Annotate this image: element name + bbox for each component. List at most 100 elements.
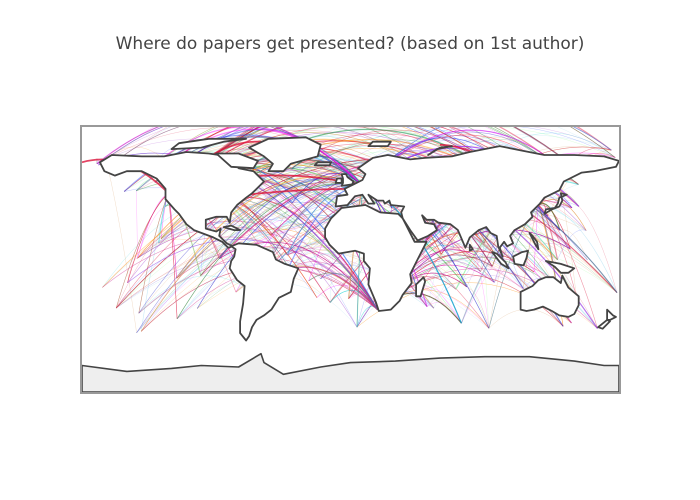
route-arc-europe: [98, 127, 363, 187]
route-arc-north-america-west: [127, 193, 169, 283]
landmass-arctic-isles: [170, 137, 248, 151]
route-arc: [137, 238, 220, 259]
landmass-baffin: [215, 152, 259, 170]
route-arc-south-africa: [252, 228, 378, 310]
map-title: Where do papers get presented? (based on…: [115, 34, 585, 54]
route-arc: [417, 251, 618, 293]
route-arc: [138, 275, 249, 314]
route-arc-east-asia: [533, 204, 539, 273]
route-arc: [461, 215, 548, 324]
route-arc-north-america-west: [168, 127, 616, 194]
route-arc: [176, 212, 336, 279]
route-arc-south-africa: [308, 272, 378, 310]
route-arc: [127, 257, 138, 283]
route-arc-europe: [96, 127, 363, 187]
landmass-madagascar: [415, 276, 427, 298]
route-arc: [194, 127, 559, 175]
route-arc-east-asia: [538, 204, 571, 249]
route-arc: [116, 229, 271, 309]
route-arc-north-america-west: [138, 193, 169, 314]
route-arc: [135, 190, 138, 259]
route-arc: [137, 202, 495, 283]
route-arc-south-africa: [158, 220, 378, 310]
landmass-new-zealand: [606, 308, 617, 321]
coastline-layer: [82, 136, 619, 392]
route-arc-north-america-west: [138, 193, 169, 314]
route-arc: [426, 274, 524, 307]
route-arc: [137, 206, 166, 259]
route-arc: [116, 221, 524, 309]
route-arc: [176, 199, 434, 279]
route-arc: [433, 242, 484, 309]
route-arc-south-africa: [287, 250, 378, 310]
route-arc-east-asia: [538, 204, 577, 297]
landmass-cuba: [222, 224, 242, 231]
route-arc: [160, 222, 321, 279]
landmass-ireland: [334, 177, 343, 184]
route-arc: [356, 259, 493, 328]
route-arc: [559, 229, 588, 261]
map-canvas: [82, 127, 619, 392]
route-arc-south-africa: [329, 290, 378, 310]
route-arc-south-africa: [308, 272, 378, 310]
route-arc-north-america-west: [127, 193, 169, 283]
route-arc: [466, 286, 490, 329]
route-arc-europe: [107, 127, 363, 187]
route-arc: [494, 243, 571, 283]
route-arc-south-africa: [102, 236, 378, 310]
route-arc-europe: [98, 127, 363, 187]
route-arc-north-america-west: [168, 127, 579, 194]
route-arc: [441, 253, 490, 329]
route-arc: [270, 127, 616, 236]
route-arc-south-africa: [176, 246, 378, 310]
route-arc-europe: [291, 155, 363, 187]
route-arc-europe: [292, 173, 363, 203]
route-arc: [116, 127, 616, 309]
route-arc: [292, 202, 321, 279]
route-arc: [176, 226, 467, 288]
landmass-antarctica: [82, 352, 619, 392]
landmass-australia: [519, 274, 580, 318]
landmass-iceland: [313, 161, 333, 167]
route-arc: [107, 127, 500, 168]
route-arc: [533, 255, 558, 273]
route-arc-east-asia: [488, 204, 539, 329]
route-arc: [116, 247, 490, 329]
route-arc-east-asia: [537, 204, 559, 260]
route-arc: [141, 228, 493, 332]
landmass-philippines: [528, 232, 540, 251]
route-arc-europe: [291, 155, 363, 187]
route-arc: [578, 206, 618, 293]
route-arc-europe: [140, 181, 363, 332]
route-arc: [547, 199, 580, 217]
route-arc-east-asia: [488, 204, 539, 329]
route-arc-europe: [140, 181, 363, 332]
route-arc-europe: [136, 181, 363, 333]
landmass-sumatra: [491, 251, 510, 270]
landmass-japan: [543, 192, 568, 215]
route-arc-south-africa: [329, 290, 378, 310]
landmass-sri-lanka: [468, 243, 474, 252]
route-arc-europe: [107, 127, 363, 187]
route-arc: [417, 243, 558, 291]
route-arc-europe: [96, 127, 363, 187]
landmass-south-america: [228, 242, 300, 342]
route-arc-north-america-west: [168, 127, 616, 194]
route-arc-europe: [291, 155, 363, 187]
landmass-africa: [324, 204, 428, 312]
route-arc-south-africa: [308, 272, 378, 310]
route-arc-south-africa: [127, 239, 378, 310]
landmass-new-zealand-south: [597, 318, 611, 330]
route-arc-europe: [292, 173, 363, 203]
route-arc: [154, 127, 579, 185]
landmass-novaya: [427, 145, 453, 156]
landmass-uk: [340, 173, 355, 187]
route-arc: [200, 127, 612, 276]
world-map[interactable]: [80, 125, 621, 394]
route-arc-north-america-west: [115, 193, 169, 309]
landmass-eurasia: [334, 145, 619, 258]
route-arc-south-africa: [320, 273, 378, 310]
route-arc: [475, 255, 490, 329]
route-arc: [426, 302, 462, 324]
landmass-new-guinea: [544, 260, 576, 274]
